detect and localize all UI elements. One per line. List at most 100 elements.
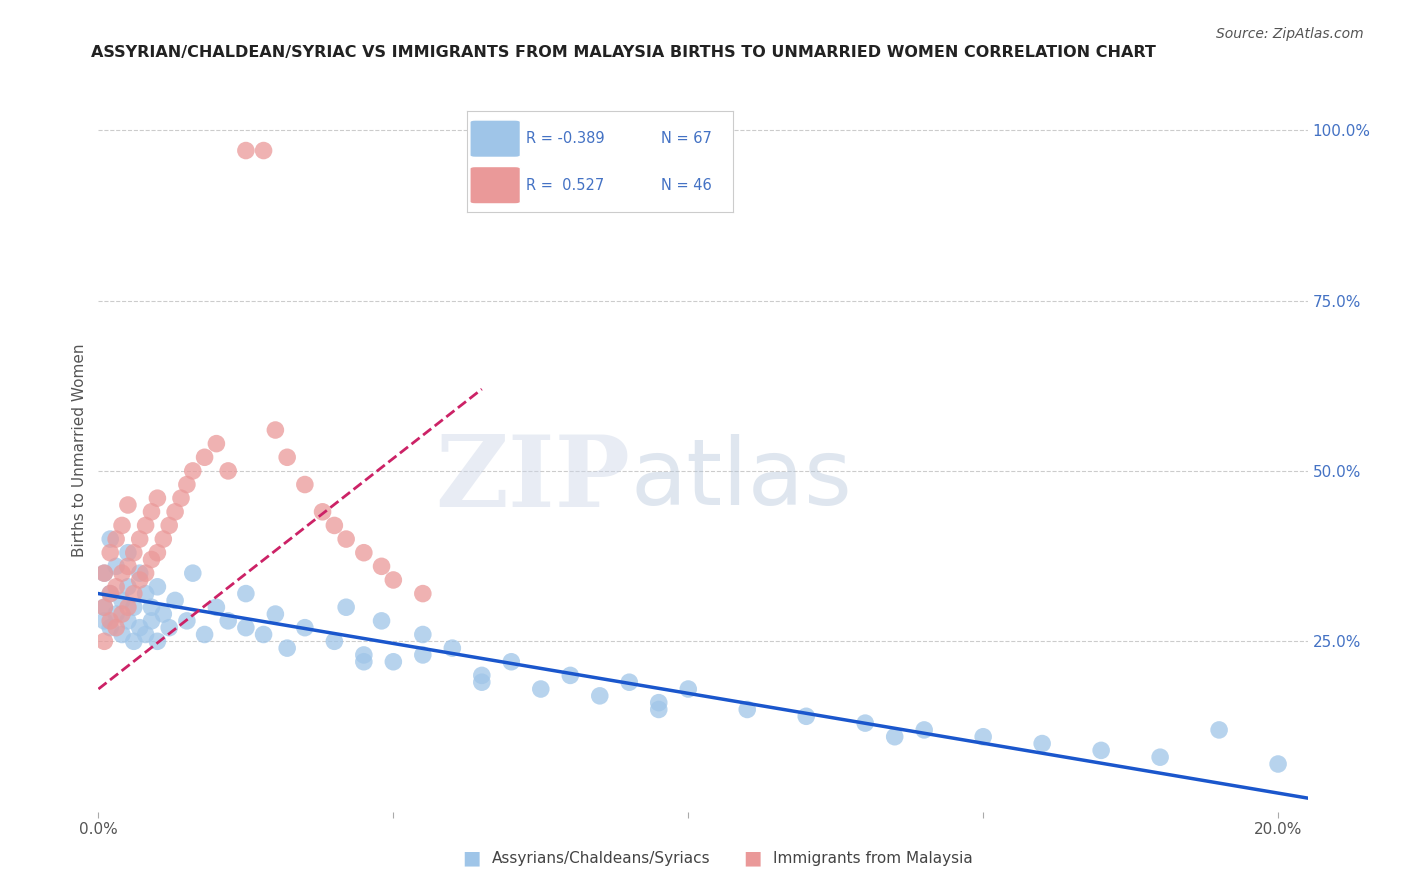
Point <box>235 586 257 600</box>
Point <box>294 477 316 491</box>
Point <box>93 566 115 581</box>
Point <box>181 464 204 478</box>
Point <box>235 621 257 635</box>
Point <box>335 532 357 546</box>
Point <box>122 546 145 560</box>
Point <box>264 423 287 437</box>
Point <box>412 586 434 600</box>
Point <box>276 450 298 465</box>
Point <box>105 532 128 546</box>
Point <box>111 627 134 641</box>
Point <box>146 634 169 648</box>
Point <box>1090 743 1112 757</box>
Point <box>111 607 134 621</box>
Point <box>619 675 641 690</box>
Point <box>853 716 876 731</box>
Point <box>105 621 128 635</box>
Point <box>912 723 935 737</box>
Point <box>128 532 150 546</box>
Point <box>412 648 434 662</box>
Point <box>128 566 150 581</box>
Point <box>176 614 198 628</box>
Point <box>353 546 375 560</box>
Point <box>135 627 157 641</box>
Point <box>501 655 523 669</box>
Point <box>122 600 145 615</box>
Text: atlas: atlas <box>630 434 852 524</box>
Point <box>883 730 905 744</box>
Point <box>105 559 128 574</box>
Point <box>98 586 121 600</box>
Point <box>105 607 128 621</box>
Point <box>111 593 134 607</box>
Point <box>122 586 145 600</box>
Point <box>165 505 187 519</box>
Point <box>176 477 198 491</box>
Point <box>252 144 274 158</box>
Point <box>412 627 434 641</box>
Text: Immigrants from Malaysia: Immigrants from Malaysia <box>773 851 973 865</box>
Point <box>135 518 157 533</box>
Point <box>471 668 494 682</box>
Point <box>217 614 239 628</box>
Point <box>98 614 121 628</box>
Point <box>128 621 150 635</box>
Point <box>1267 757 1289 772</box>
Point <box>560 668 582 682</box>
Point <box>122 634 145 648</box>
Point <box>135 566 157 581</box>
Point <box>157 621 180 635</box>
Point <box>146 491 169 505</box>
Text: ■: ■ <box>742 848 762 868</box>
Point <box>235 144 257 158</box>
Text: ZIP: ZIP <box>436 431 630 528</box>
Point <box>117 498 139 512</box>
Point <box>181 566 204 581</box>
Point <box>152 532 174 546</box>
Point <box>1031 737 1053 751</box>
Point <box>93 614 115 628</box>
Point <box>98 621 121 635</box>
Point <box>323 518 346 533</box>
Point <box>141 552 163 566</box>
Text: ■: ■ <box>461 848 481 868</box>
Point <box>165 593 187 607</box>
Point <box>530 681 553 696</box>
Point <box>141 614 163 628</box>
Point <box>117 600 139 615</box>
Point <box>323 634 346 648</box>
Point <box>111 518 134 533</box>
Point <box>117 614 139 628</box>
Point <box>353 655 375 669</box>
Point <box>678 681 700 696</box>
Point <box>972 730 994 744</box>
Point <box>353 648 375 662</box>
Point <box>117 559 139 574</box>
Point <box>111 566 134 581</box>
Point <box>93 600 115 615</box>
Point <box>217 464 239 478</box>
Point <box>589 689 612 703</box>
Point <box>93 566 115 581</box>
Point <box>157 518 180 533</box>
Point <box>194 627 217 641</box>
Point <box>276 641 298 656</box>
Point <box>471 675 494 690</box>
Point <box>93 634 115 648</box>
Text: Assyrians/Chaldeans/Syriacs: Assyrians/Chaldeans/Syriacs <box>492 851 710 865</box>
Point <box>264 607 287 621</box>
Point <box>648 702 671 716</box>
Point <box>382 573 405 587</box>
Point <box>252 627 274 641</box>
Point <box>205 600 228 615</box>
Point <box>146 546 169 560</box>
Point <box>1208 723 1230 737</box>
Point <box>382 655 405 669</box>
Point <box>141 505 163 519</box>
Point <box>1149 750 1171 764</box>
Point <box>117 580 139 594</box>
Point <box>311 505 333 519</box>
Point <box>170 491 193 505</box>
Point <box>205 436 228 450</box>
Point <box>294 621 316 635</box>
